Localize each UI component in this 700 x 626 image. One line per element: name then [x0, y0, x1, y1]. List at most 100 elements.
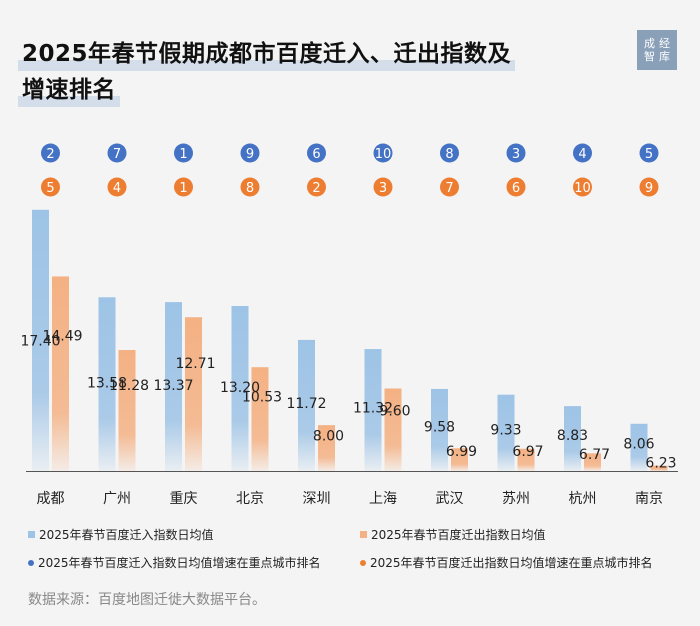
rank-label-inflow: 7	[113, 147, 121, 162]
title-highlight	[18, 96, 120, 107]
value-label-inflow: 13.37	[153, 378, 193, 394]
legend-label: 2025年春节百度迁出指数日均值增速在重点城市排名	[370, 556, 653, 570]
rank-badge-inflow	[373, 143, 393, 163]
bar-outflow-广州	[118, 350, 136, 471]
bar-inflow-杭州	[564, 406, 581, 471]
brand-logo: 成经 智库	[637, 30, 677, 70]
rank-label-outflow: 10	[574, 181, 591, 196]
bar-inflow-南京	[630, 423, 648, 471]
category-label-深圳: 深圳	[303, 491, 331, 507]
rank-label-outflow: 6	[512, 181, 520, 196]
bar-inflow-北京	[231, 306, 249, 471]
rank-label-inflow: 6	[312, 147, 320, 162]
rank-label-outflow: 2	[312, 181, 320, 196]
rank-label-outflow: 9	[645, 181, 653, 196]
rank-label-outflow: 1	[179, 181, 187, 196]
legend-item-in-rank: 2025年春节百度迁入指数日均值增速在重点城市排名	[28, 554, 321, 571]
rank-label-outflow: 7	[445, 181, 453, 196]
rank-badge-inflow	[639, 143, 659, 163]
title-text-2: 增速排名	[22, 77, 116, 103]
rank-label-inflow: 1	[179, 147, 187, 162]
value-label-inflow: 9.58	[424, 420, 455, 436]
category-label-南京: 南京	[635, 491, 663, 507]
category-label-成都: 成都	[37, 491, 65, 507]
rank-badge-outflow	[573, 177, 592, 197]
legend-item-out-rank: 2025年春节百度迁出指数日均值增速在重点城市排名	[360, 554, 653, 571]
rank-label-outflow: 3	[379, 181, 387, 196]
rank-label-inflow: 8	[445, 147, 453, 162]
category-label-杭州: 杭州	[569, 491, 597, 507]
value-label-inflow: 8.06	[623, 436, 654, 452]
value-label-outflow: 14.49	[42, 329, 82, 345]
legend-item-in-index: 2025年春节百度迁入指数日均值	[28, 526, 214, 543]
title-highlight	[18, 60, 516, 71]
rank-badge-outflow	[240, 177, 260, 197]
logo-text-2: 智库	[644, 50, 674, 63]
rank-label-outflow: 5	[46, 181, 54, 196]
value-label-inflow: 11.32	[353, 400, 393, 416]
rank-label-inflow: 4	[578, 147, 586, 162]
category-label-苏州: 苏州	[502, 491, 530, 507]
bar-outflow-深圳	[318, 425, 335, 471]
bar-outflow-重庆	[185, 317, 202, 471]
value-label-outflow: 10.53	[242, 389, 282, 405]
bar-inflow-上海	[364, 349, 382, 471]
rank-label-inflow: 9	[246, 147, 254, 162]
source-note: 数据来源：百度地图迁徙大数据平台。	[28, 592, 266, 608]
legend-label: 2025年春节百度迁入指数日均值	[39, 528, 214, 542]
bar-chart: 17.4014.4925成都13.5811.2874广州13.3712.7111…	[20, 143, 678, 507]
value-label-inflow: 9.33	[490, 422, 521, 438]
bar-inflow-武汉	[431, 388, 448, 471]
value-label-outflow: 8.00	[313, 428, 344, 444]
legend-swatch	[28, 531, 35, 538]
logo-text-1: 成经	[644, 37, 674, 50]
bar-outflow-北京	[251, 367, 269, 471]
rank-badge-outflow	[639, 177, 659, 197]
bar-inflow-重庆	[165, 302, 182, 471]
rank-badge-inflow	[107, 143, 127, 163]
legend-label: 2025年春节百度迁出指数日均值	[371, 528, 546, 542]
rank-badge-inflow	[41, 143, 60, 163]
rank-label-outflow: 4	[113, 181, 121, 196]
value-label-outflow: 6.23	[645, 455, 676, 471]
rank-badge-outflow	[307, 177, 326, 197]
category-label-武汉: 武汉	[436, 491, 464, 507]
category-label-北京: 北京	[236, 491, 264, 507]
legend-dot	[360, 559, 366, 566]
value-label-outflow: 6.97	[512, 444, 543, 460]
value-label-inflow: 8.83	[557, 428, 588, 444]
rank-badge-outflow	[373, 177, 393, 197]
category-label-广州: 广州	[103, 491, 131, 507]
value-label-inflow: 13.58	[87, 376, 127, 392]
bar-inflow-成都	[32, 209, 49, 471]
rank-badge-inflow	[240, 143, 260, 163]
value-label-outflow: 9.60	[379, 404, 410, 420]
rank-label-inflow: 2	[46, 147, 54, 162]
category-label-上海: 上海	[369, 491, 397, 507]
legend-swatch	[360, 531, 367, 538]
bar-outflow-南京	[650, 465, 668, 471]
value-label-outflow: 6.77	[579, 447, 610, 463]
rank-badge-outflow	[440, 177, 459, 197]
rank-badge-outflow	[107, 177, 127, 197]
rank-badge-inflow	[307, 143, 326, 163]
value-label-inflow: 13.20	[220, 380, 260, 396]
bar-outflow-上海	[384, 388, 402, 471]
rank-badge-inflow	[440, 143, 459, 163]
bar-inflow-深圳	[298, 339, 315, 471]
title-text-1: 2025年春节假期成都市百度迁入、迁出指数及	[22, 41, 512, 67]
bar-outflow-杭州	[584, 453, 601, 471]
rank-badge-outflow	[506, 177, 526, 197]
value-label-outflow: 11.28	[109, 378, 149, 394]
rank-label-inflow: 5	[645, 147, 653, 162]
rank-badge-outflow	[174, 177, 193, 197]
category-label-重庆: 重庆	[170, 491, 198, 507]
legend-item-out-index: 2025年春节百度迁出指数日均值	[360, 526, 546, 543]
bar-outflow-武汉	[451, 448, 468, 471]
chart-title-line-1: 2025年春节假期成都市百度迁入、迁出指数及	[18, 34, 516, 71]
value-label-inflow: 11.72	[286, 396, 326, 412]
chart-title-line-2: 增速排名	[18, 70, 120, 107]
rank-badge-inflow	[573, 143, 592, 163]
rank-label-outflow: 8	[246, 181, 254, 196]
